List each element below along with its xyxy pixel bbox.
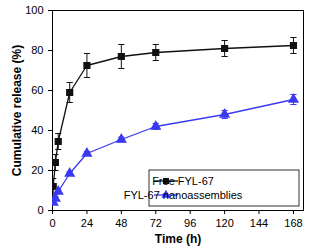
- svg-text:Time (h): Time (h): [155, 232, 201, 246]
- svg-text:96: 96: [184, 217, 196, 229]
- svg-text:80: 80: [31, 44, 43, 56]
- svg-text:Cumulative release (%): Cumulative release (%): [10, 45, 24, 176]
- svg-text:Free FYL-67: Free FYL-67: [152, 175, 214, 187]
- svg-text:60: 60: [31, 84, 43, 96]
- svg-text:48: 48: [115, 217, 127, 229]
- svg-text:168: 168: [284, 217, 302, 229]
- svg-text:20: 20: [31, 164, 43, 176]
- svg-text:24: 24: [81, 217, 93, 229]
- svg-text:144: 144: [250, 217, 268, 229]
- svg-text:0: 0: [49, 217, 55, 229]
- svg-text:72: 72: [150, 217, 162, 229]
- svg-text:FYL-67 nanoassemblies: FYL-67 nanoassemblies: [124, 189, 243, 201]
- svg-text:40: 40: [31, 124, 43, 136]
- svg-text:120: 120: [215, 217, 233, 229]
- svg-text:0: 0: [37, 204, 43, 216]
- svg-text:100: 100: [25, 4, 43, 16]
